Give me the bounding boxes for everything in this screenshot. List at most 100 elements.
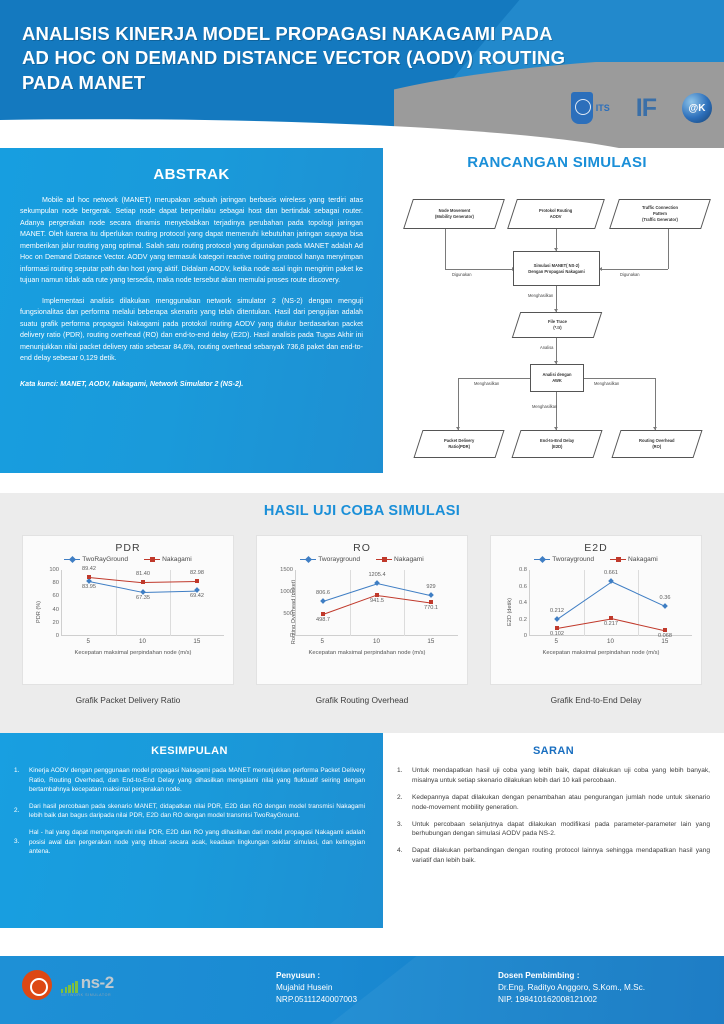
- poster-footer: ns-2 NETWORK SIMULATOR Penyusun : Mujahi…: [0, 956, 724, 1024]
- list-item-text: Hal - hal yang dapat mempengaruhi nilai …: [29, 829, 365, 856]
- flow-node-analisa-awk-label: Analisi dengan AWK: [542, 372, 572, 383]
- data-label: 83.95: [82, 583, 96, 590]
- chart-title-ro: RO: [353, 542, 371, 554]
- chart-legend-e2d: Tworayground Nakagami: [496, 556, 696, 563]
- y-tick: 0: [55, 633, 59, 639]
- chart-caption-pdr: Grafik Packet Delivery Ratio: [75, 695, 181, 705]
- x-axis-label-e2d: Kecepatan maksimal perpindahan node (m/s…: [542, 650, 660, 656]
- flow-node-simulasi-manet-label: Simulasi MANET( NS-2) Dengan Propagasi N…: [528, 262, 585, 274]
- plot-area-ro: 806.6 1205.4 929 498.7 941.5 770.1: [295, 570, 458, 636]
- flow-node-traffic-pattern: Traffic Connection Pattern (Traffic Gene…: [609, 199, 711, 229]
- suggestion-panel: SARAN 1. Untuk mendapatkan hasil uji coba…: [383, 733, 724, 948]
- list-item: 1. Untuk mendapatkan hasil uji coba yang …: [397, 766, 710, 786]
- legend-item-series-1: Nakagami: [376, 556, 424, 563]
- flow-node-protokol-routing-label: Protokol Routing AODV: [539, 208, 573, 219]
- if-logo: IF: [635, 93, 657, 122]
- legend-label-1: Nakagami: [628, 556, 658, 563]
- simulation-design-section: RANCANGAN SIMULASI Node Movement (Mobili…: [390, 148, 724, 488]
- data-point: [609, 616, 613, 621]
- flow-edge-digunakan-right: Digunakan: [620, 272, 640, 277]
- flow-node-ro: Routing Overhead (RO): [611, 430, 703, 458]
- list-item-text: Dapat dilakukan perbandingan dengan rout…: [412, 847, 710, 865]
- flow-node-protokol-routing: Protokol Routing AODV: [507, 199, 605, 229]
- data-point: [429, 600, 433, 605]
- list-item-number: 3.: [397, 820, 403, 828]
- data-label: 0.068: [658, 633, 672, 640]
- x-ticks-e2d: 5 10 15: [529, 638, 692, 645]
- gridline: [170, 570, 171, 636]
- y-tick: 0: [289, 633, 293, 639]
- ns2-logo: ns-2 NETWORK SIMULATOR: [22, 970, 114, 1000]
- x-tick: 15: [427, 638, 435, 645]
- y-tick: 0.2: [518, 616, 527, 623]
- x-tick: 5: [320, 638, 324, 645]
- advisor-title: Dosen Pembimbing :: [498, 971, 580, 980]
- data-label: 770.1: [424, 605, 438, 612]
- data-point: [375, 592, 379, 597]
- gridline: [404, 570, 405, 636]
- flow-edge-menghasilkan-1: Menghasilkan: [528, 293, 554, 298]
- list-item-number: 1.: [14, 767, 20, 774]
- list-item: 4. Dapat dilakukan perbandingan dengan ro…: [397, 846, 710, 866]
- data-point: [662, 603, 668, 610]
- data-label: 941.5: [370, 597, 384, 604]
- data-label: 0.661: [604, 570, 618, 577]
- legend-marker-red-icon: [376, 556, 393, 563]
- chart-title-pdr: PDR: [115, 542, 141, 554]
- advisor-block: Dosen Pembimbing : Dr.Eng. Radityo Anggo…: [498, 970, 645, 1006]
- y-tick: 20: [52, 619, 59, 626]
- flow-node-file-trace-label: File Trace (*.tr): [547, 319, 567, 330]
- data-label: 498.7: [316, 617, 330, 624]
- gridline: [116, 570, 117, 636]
- charts-row: PDR TwoRayGround Nakagami PDR (%) 0 20 40 6…: [0, 535, 724, 705]
- y-tick: 500: [283, 611, 293, 617]
- poster-header: ANALISIS KINERJA MODEL PROPAGASI NAKAGAM…: [0, 0, 724, 148]
- flow-edge-menghasilkan-left: Menghasilkan: [474, 381, 500, 386]
- legend-label-0: Tworayground: [552, 556, 595, 563]
- page-title: ANALISIS KINERJA MODEL PROPAGASI NAKAGAM…: [22, 23, 566, 93]
- data-point: [87, 574, 91, 579]
- flow-node-pdr-label: Packet Delivery Ratio(PDR): [443, 438, 475, 449]
- data-point: [555, 625, 559, 630]
- legend-item-series-0: TwoRayGround: [64, 556, 128, 563]
- author-nrp: NRP.05111240007003: [276, 995, 358, 1005]
- flow-node-file-trace: File Trace (*.tr): [511, 312, 603, 338]
- legend-label-0: Tworayground: [318, 556, 361, 563]
- y-tick: 0.8: [518, 567, 527, 573]
- y-ticks-ro: 0 500 1000 1500: [272, 567, 294, 639]
- flow-node-simulasi-manet: Simulasi MANET( NS-2) Dengan Propagasi N…: [513, 251, 600, 286]
- x-axis-line: [62, 635, 224, 636]
- list-item-number: 1.: [397, 767, 403, 774]
- globe-icon: @K: [682, 93, 712, 123]
- data-point: [140, 588, 146, 595]
- data-point: [195, 579, 199, 584]
- x-tick: 15: [661, 638, 669, 645]
- data-point: [194, 587, 200, 594]
- chart-legend-ro: Tworayground Nakagami: [262, 556, 462, 563]
- author-title: Penyusun :: [276, 971, 321, 980]
- abstract-keywords: Kata kunci: MANET, AODV, Nakagami, Netwo…: [20, 379, 244, 388]
- flow-node-ro-label: Routing Overhead (RO): [639, 438, 675, 449]
- simulation-flowchart: Node Movement (Mobility Generator) Proto…: [390, 183, 724, 483]
- abstract-heading: ABSTRAK: [153, 166, 230, 183]
- gridline: [638, 570, 639, 636]
- legend-marker-blue-icon: [64, 558, 81, 561]
- data-label: 89.42: [82, 565, 96, 572]
- flow-edge-digunakan-left: Digunakan: [452, 272, 472, 277]
- data-point: [663, 628, 667, 633]
- ns2-logo-sublabel: NETWORK SIMULATOR: [61, 993, 112, 997]
- flow-edge-analisa: Analisa: [540, 345, 554, 350]
- list-item: 2. Dari hasil percobaan pada skenario MAN…: [14, 802, 365, 821]
- advisor-name: Dr.Eng. Radityo Anggoro, S.Kom., M.Sc.: [498, 983, 645, 993]
- legend-label-1: Nakagami: [162, 556, 192, 563]
- y-ticks-pdr: 0 20 40 60 80 100: [38, 567, 60, 639]
- data-label: 929: [426, 584, 436, 591]
- list-item: 3. Hal - hal yang dapat mempengaruhi nila…: [14, 828, 365, 857]
- chart-caption-ro: Grafik Routing Overhead: [315, 695, 409, 705]
- chart-block-ro: RO Tworayground Nakagami Routing Overhea…: [256, 535, 468, 705]
- data-point: [320, 597, 326, 604]
- chart-caption-e2d: Grafik End-to-End Delay: [550, 695, 642, 705]
- list-item: 1. Kinerja AODV dengan penggunaan model p…: [14, 766, 365, 795]
- legend-label-1: Nakagami: [394, 556, 424, 563]
- y-tick: 1000: [280, 589, 293, 595]
